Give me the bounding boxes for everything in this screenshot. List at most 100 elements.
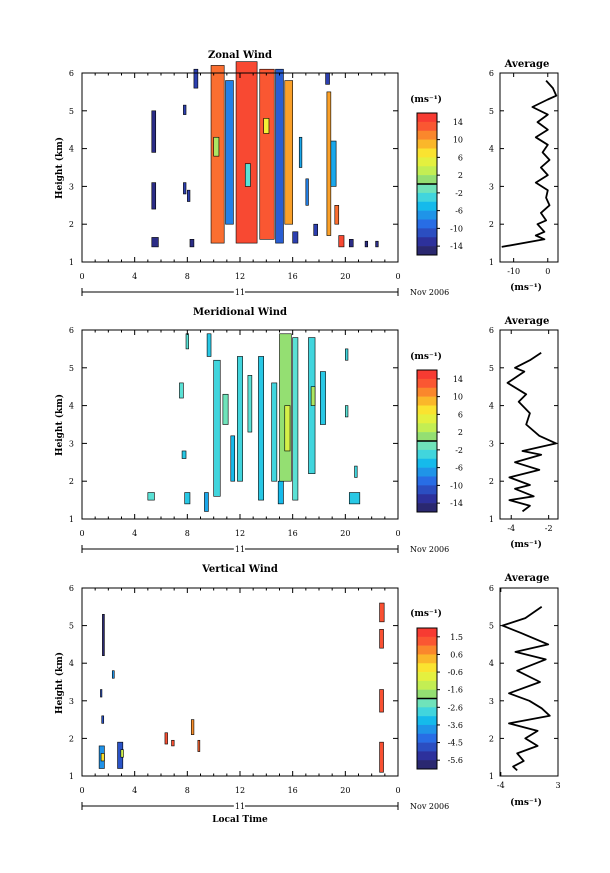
average-line <box>501 606 551 772</box>
heatmap-cell <box>204 492 209 512</box>
colorbar-tick-label: 1.5 <box>450 633 463 642</box>
y-tick-label: 2 <box>69 220 74 229</box>
heatmap-cell <box>101 715 105 724</box>
heatmap-cell <box>348 492 361 505</box>
heatmap-cell <box>183 104 187 115</box>
local-time-label: Local Time <box>212 815 268 825</box>
meridional-y-label: Height (km) <box>54 394 65 456</box>
heatmap-cell <box>330 140 337 187</box>
y-tick-label: 4 <box>69 402 74 411</box>
colorbar-band <box>417 467 437 477</box>
meridional-panel: Meridional Wind Height (km) 0 4 8 12 16 20 012… <box>54 307 559 556</box>
heatmap-cell <box>151 237 159 248</box>
colorbar-band <box>417 654 437 664</box>
x-tick-label: 12 <box>235 786 245 795</box>
average-y-tick-label: 4 <box>489 659 494 668</box>
colorbar-tick-label: 10 <box>453 393 463 402</box>
colorbar-band <box>417 716 437 726</box>
colorbar-band <box>417 432 437 442</box>
average-x-tick-label: 0 <box>545 267 550 276</box>
colorbar-band <box>417 449 437 460</box>
heatmap-cell <box>247 375 253 433</box>
heatmap-cell <box>338 235 345 248</box>
heatmap-cell <box>348 239 354 248</box>
heatmap-cell <box>334 205 340 225</box>
colorbar-band <box>417 378 437 389</box>
heatmap-cell <box>284 80 293 225</box>
colorbar-band <box>417 175 437 185</box>
vertical-average-plot: 1 2 3 4 5 6 -4 3 <box>489 584 561 790</box>
heatmap-cell <box>120 749 124 758</box>
heatmap-cell <box>111 670 115 679</box>
y-tick-label: 1 <box>69 258 74 267</box>
heatmap-cell <box>325 72 330 85</box>
heatmap-cell <box>258 356 264 501</box>
heatmap-cell <box>102 614 105 656</box>
x-tick-label: 0 <box>395 786 400 795</box>
average-y-tick-label: 5 <box>489 107 494 116</box>
y-tick-label: 5 <box>69 364 74 373</box>
colorbar-band <box>417 210 437 220</box>
colorbar-band <box>417 503 437 513</box>
y-tick-label: 1 <box>69 772 74 781</box>
colorbar-band <box>417 707 437 717</box>
zonal-average-plot: 1 2 3 4 5 6 -10 0 <box>489 69 559 276</box>
date-label: Nov 2006 <box>410 288 449 297</box>
colorbar-tick-label: -2.6 <box>448 703 463 712</box>
colorbar-tick-label: 6 <box>458 153 463 162</box>
x-tick-label: 16 <box>288 786 298 795</box>
x-tick-label: 0 <box>79 786 84 795</box>
y-tick-label: 5 <box>69 107 74 116</box>
colorbar-tick-label: 0.6 <box>450 650 463 659</box>
colorbar-band <box>417 628 437 638</box>
colorbar-tick-label: -6 <box>455 464 463 473</box>
y-tick-label: 1 <box>69 515 74 524</box>
colorbar-band <box>417 387 437 397</box>
zonal-average-unit: (ms⁻¹) <box>510 282 542 293</box>
heatmap-cell <box>187 189 191 202</box>
colorbar-band <box>417 645 437 655</box>
colorbar-band <box>417 219 437 229</box>
heatmap-cell <box>206 333 212 357</box>
x-tick-label: 8 <box>185 272 190 281</box>
average-x-tick-label: -4 <box>507 524 515 533</box>
colorbar-tick-label: -0.6 <box>448 668 463 677</box>
y-tick-label: 2 <box>69 477 74 486</box>
heatmap-cell <box>277 480 284 505</box>
heatmap-cell <box>320 371 326 425</box>
zonal-colorbar-unit: (ms⁻¹) <box>410 94 442 105</box>
colorbar-tick-label: 14 <box>453 118 463 127</box>
y-tick-label: 4 <box>69 659 74 668</box>
colorbar-band <box>417 148 437 158</box>
x-tick-label: 0 <box>395 272 400 281</box>
y-tick-label: 3 <box>69 182 74 191</box>
average-y-tick-label: 6 <box>489 584 494 593</box>
colorbar-band <box>417 201 437 211</box>
heatmap-cell <box>298 136 303 168</box>
meridional-title: Meridional Wind <box>193 307 287 318</box>
colorbar-band <box>417 139 437 149</box>
colorbar-band <box>417 441 437 451</box>
heatmap-cell <box>147 492 155 501</box>
x-tick-label: 20 <box>340 529 350 538</box>
colorbar-tick-label: -14 <box>450 499 463 508</box>
y-tick-label: 2 <box>69 734 74 743</box>
colorbar-band <box>417 733 437 743</box>
x-tick-label: 8 <box>185 529 190 538</box>
colorbar-band <box>417 113 437 123</box>
colorbar-band <box>417 698 437 708</box>
colorbar-tick-label: 10 <box>453 136 463 145</box>
day-label: 11 <box>235 288 245 297</box>
heatmap-cell <box>171 739 175 747</box>
vertical-average-title: Average <box>504 573 550 584</box>
zonal-colorbar: 14 10 6 2 -2 -6 -10 -14 <box>416 112 463 256</box>
average-line <box>501 79 558 248</box>
vertical-timeline: 11 Nov 2006 <box>81 800 449 813</box>
heatmap-cell <box>185 333 189 350</box>
y-tick-label: 5 <box>69 622 74 631</box>
heatmap-cell <box>263 118 270 134</box>
x-tick-label: 4 <box>132 786 137 795</box>
meridional-timeline: 11 Nov 2006 <box>81 543 449 556</box>
zonal-average-title: Average <box>504 59 550 70</box>
